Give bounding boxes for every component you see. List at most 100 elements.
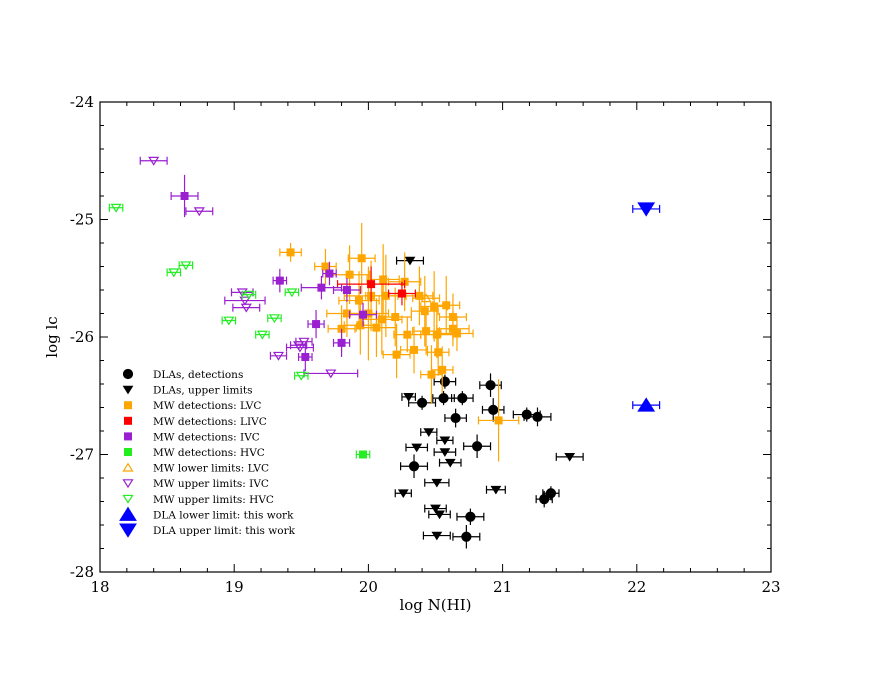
data-point <box>403 393 415 402</box>
legend-item: MW detections: HVC <box>124 447 265 459</box>
legend-item: MW detections: IVC <box>124 431 260 443</box>
data-point <box>148 156 160 166</box>
data-point <box>403 330 412 339</box>
legend-item: DLA upper limit: this work <box>119 523 296 538</box>
legend-item: DLA lower limit: this work <box>119 506 294 521</box>
legend-marker <box>122 368 134 380</box>
data-point <box>286 248 295 257</box>
x-tick-label: 23 <box>761 578 780 596</box>
legend-marker <box>122 385 134 395</box>
x-tick-label: 21 <box>493 578 512 596</box>
series-10 <box>632 202 661 217</box>
legend-label: MW detections: LIVC <box>153 416 267 428</box>
series-9 <box>632 397 661 412</box>
legend-marker <box>124 448 132 456</box>
data-point <box>110 203 122 213</box>
data-point <box>312 320 321 329</box>
data-point <box>439 448 451 457</box>
data-point <box>545 488 557 499</box>
data-point <box>564 452 576 462</box>
data-point <box>342 309 351 318</box>
data-point <box>243 290 255 300</box>
legend-label: DLA upper limit: this work <box>153 525 296 537</box>
data-point <box>434 510 445 520</box>
y-tick-label: -26 <box>70 328 94 346</box>
data-point <box>295 371 307 381</box>
y-tick-label: -24 <box>70 93 94 111</box>
data-point <box>494 416 503 425</box>
data-point <box>415 291 424 300</box>
legend-item: MW detections: LIVC <box>124 416 267 428</box>
data-point <box>490 485 502 495</box>
data-point <box>532 411 543 422</box>
data-point <box>420 307 429 316</box>
data-point <box>345 270 354 279</box>
series-4 <box>170 174 378 372</box>
data-point <box>355 296 364 305</box>
data-point <box>411 443 423 453</box>
legend-marker <box>122 479 134 489</box>
x-tick-label: 20 <box>359 578 378 596</box>
data-point <box>408 461 420 472</box>
data-point <box>430 504 441 514</box>
legend-label: DLAs, detections <box>153 369 243 381</box>
data-point <box>450 412 461 424</box>
legend-label: MW upper limits: IVC <box>153 478 269 490</box>
data-point <box>364 309 373 318</box>
series-1 <box>394 256 584 541</box>
data-point <box>488 404 499 415</box>
legend-marker <box>122 494 134 504</box>
legend-item: DLAs, upper limits <box>122 385 252 397</box>
data-point <box>294 343 306 353</box>
data-point <box>539 494 550 505</box>
data-point <box>367 280 376 289</box>
data-point <box>325 369 337 379</box>
x-tick-labels: 18 19 20 21 22 23 <box>90 578 780 596</box>
data-point <box>286 288 298 298</box>
data-point <box>301 352 310 361</box>
data-points <box>108 156 661 549</box>
y-tick-label: -25 <box>70 211 94 229</box>
data-point <box>427 370 436 379</box>
data-point <box>439 436 451 446</box>
data-point <box>485 380 496 391</box>
data-point <box>377 315 386 324</box>
data-point <box>379 275 388 284</box>
data-point <box>337 338 346 347</box>
data-point <box>431 531 443 541</box>
data-point <box>457 393 468 404</box>
series-3 <box>336 266 416 306</box>
legend-item: MW upper limits: IVC <box>122 478 269 490</box>
series-5 <box>355 450 371 459</box>
series-2 <box>279 223 520 462</box>
data-point <box>223 316 235 326</box>
data-point <box>420 293 432 303</box>
data-point <box>404 256 416 266</box>
axis-ticks <box>99 101 772 573</box>
legend-label: DLA lower limit: this work <box>153 509 294 521</box>
data-point <box>180 261 192 271</box>
legend: DLAs, detections DLAs, upper limits MW det… <box>119 368 296 538</box>
data-point <box>438 365 447 374</box>
data-point <box>423 428 435 437</box>
data-point <box>357 254 366 263</box>
data-point <box>236 288 248 298</box>
data-point <box>240 303 252 313</box>
legend-marker <box>119 506 137 521</box>
data-point <box>422 327 431 336</box>
x-tick-label: 18 <box>90 578 109 596</box>
legend-item: MW upper limits: HVC <box>122 494 274 506</box>
legend-item: DLAs, detections <box>122 368 243 381</box>
legend-marker <box>124 416 132 425</box>
x-tick-label: 19 <box>225 578 244 596</box>
series-6 <box>412 293 441 303</box>
data-point <box>416 397 428 408</box>
data-point <box>275 276 284 285</box>
data-point <box>452 329 461 338</box>
data-point <box>465 511 476 522</box>
data-point <box>637 397 656 412</box>
data-point <box>434 348 443 357</box>
data-point <box>438 393 449 404</box>
data-point <box>256 330 268 340</box>
